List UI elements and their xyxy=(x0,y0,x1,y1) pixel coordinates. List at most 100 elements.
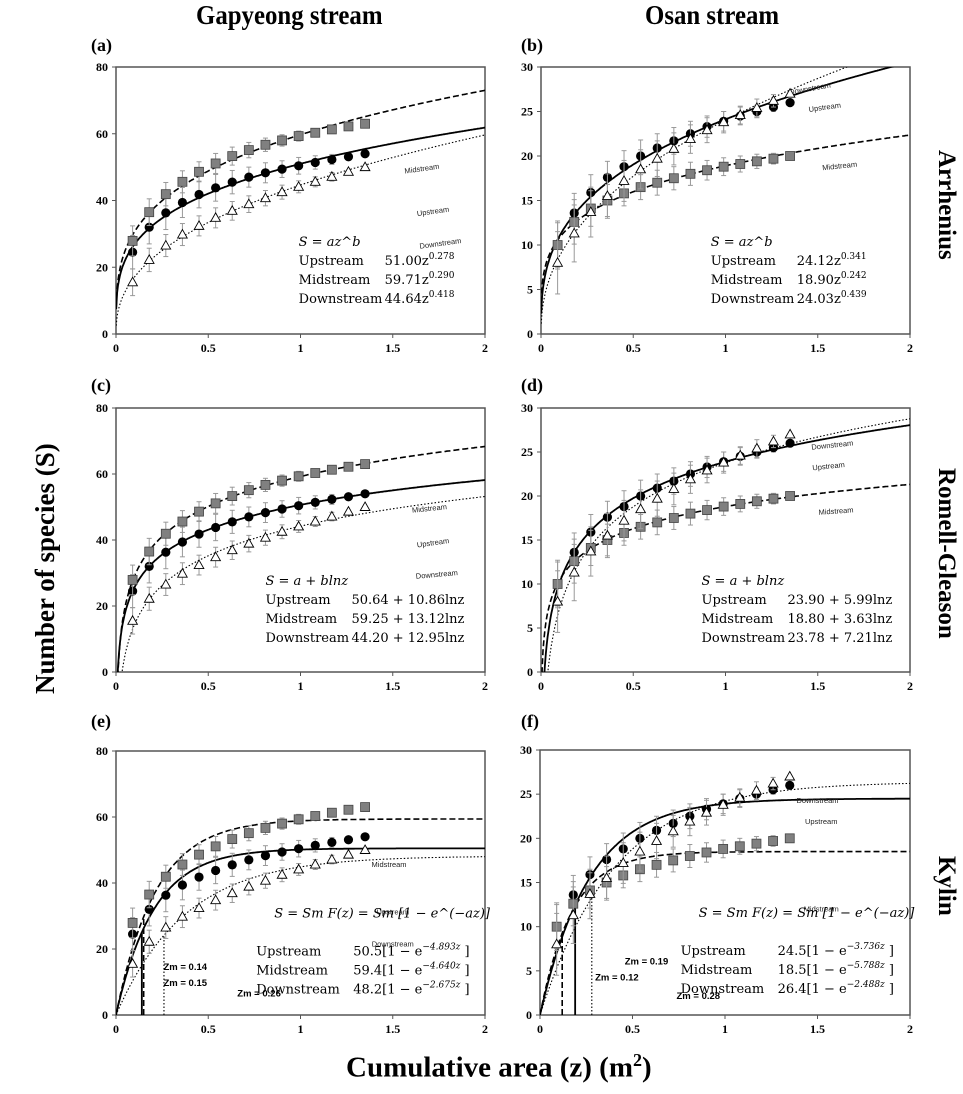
data-point-midstream xyxy=(210,158,221,169)
data-point-midstream xyxy=(652,177,663,188)
data-point-upstream xyxy=(177,197,188,208)
y-tick-label: 80 xyxy=(96,744,108,758)
data-point-downstream xyxy=(326,510,338,521)
data-point-upstream xyxy=(144,904,154,915)
equation-label-downstream: Downstream xyxy=(702,631,786,646)
data-point-downstream xyxy=(650,835,663,845)
data-point-downstream xyxy=(584,888,596,898)
data-point-midstream xyxy=(144,889,155,900)
equation-exponent: −2.675z xyxy=(422,980,460,990)
data-point-midstream xyxy=(260,479,271,490)
data-point-midstream xyxy=(160,189,171,200)
data-point-upstream xyxy=(260,851,271,861)
y-tick-label: 20 xyxy=(521,149,533,163)
x-tick-label: 0 xyxy=(538,341,544,355)
data-point-upstream xyxy=(310,157,320,168)
data-point-midstream xyxy=(293,131,304,141)
data-point-midstream xyxy=(160,871,171,882)
data-point-downstream xyxy=(601,872,613,883)
data-point-midstream xyxy=(310,127,321,138)
curve-label-midstream: Midstream xyxy=(804,905,839,914)
panel-letter: (d) xyxy=(521,375,543,396)
equation-value-downstream: 23.78 + 7.21lnz xyxy=(788,631,893,646)
data-point-midstream xyxy=(701,847,712,858)
equation-exponent: −5.788z xyxy=(847,961,885,971)
y-tick-label: 60 xyxy=(96,810,108,824)
equation-exponent: 0.290 xyxy=(429,271,455,281)
data-point-downstream xyxy=(567,909,579,920)
data-point-midstream xyxy=(293,471,304,482)
data-point-midstream xyxy=(243,145,254,156)
data-point-midstream xyxy=(651,859,662,870)
panel-b: (b) 0 5 10 15 20 25 30 0 0.5 1 1.5 2 Upstream Midstrea… xyxy=(521,35,913,355)
equation-label-upstream: Upstream xyxy=(256,944,321,959)
data-point-upstream xyxy=(177,537,188,547)
data-point-midstream xyxy=(210,841,221,852)
data-point-downstream xyxy=(734,791,746,802)
y-tick-label: 25 xyxy=(520,787,532,801)
data-point-midstream xyxy=(310,811,321,821)
data-point-upstream xyxy=(260,508,271,518)
equation-label-downstream: Downstream xyxy=(681,982,765,997)
data-point-midstream xyxy=(227,151,238,162)
data-point-midstream xyxy=(718,844,729,854)
equation-label-upstream: Upstream xyxy=(702,593,767,608)
zm-label: Zm = 0.28 xyxy=(677,991,721,1002)
equation-label-midstream: Midstream xyxy=(702,612,774,627)
equation-label-downstream: Downstream xyxy=(299,292,383,307)
curve-label-downstream: Downstream xyxy=(811,438,854,451)
data-point-upstream xyxy=(161,890,171,900)
series-downstream xyxy=(551,770,796,976)
data-point-downstream xyxy=(784,428,796,439)
curve-label-midstream: Midstream xyxy=(818,505,854,516)
data-point-downstream xyxy=(601,529,613,540)
data-point-upstream xyxy=(785,780,795,790)
x-tick-label: 1 xyxy=(298,341,304,355)
equation-close: ] xyxy=(460,982,469,997)
data-point-downstream xyxy=(176,228,188,239)
data-point-midstream xyxy=(277,135,287,146)
panel-f: (f) 0 5 10 15 20 25 30 0 0.5 1 1.5 2 Upstream Midstrea… xyxy=(520,711,915,1036)
data-point-upstream xyxy=(194,529,204,539)
y-tick-label: 25 xyxy=(521,445,533,459)
data-point-midstream xyxy=(768,493,779,504)
y-tick-label: 0 xyxy=(527,327,533,341)
data-point-midstream xyxy=(227,834,238,845)
y-tick-label: 80 xyxy=(96,60,108,74)
data-point-downstream xyxy=(717,798,729,809)
data-point-upstream xyxy=(327,837,337,848)
data-point-downstream xyxy=(243,880,255,891)
data-point-midstream xyxy=(735,159,746,169)
y-tick-label: 80 xyxy=(96,401,108,415)
data-point-upstream xyxy=(343,152,354,162)
y-tick-label: 0 xyxy=(526,1008,532,1022)
data-point-midstream xyxy=(160,528,171,539)
y-tick-label: 20 xyxy=(520,831,532,845)
equation-exponent: 0.418 xyxy=(429,290,455,300)
x-tick-label: 1 xyxy=(298,1022,304,1036)
panel-e: (e) 0 20 40 60 80 0 0.5 1 1.5 2 Upstream Midstream Do… xyxy=(91,711,491,1036)
data-point-upstream xyxy=(144,561,154,572)
data-point-downstream xyxy=(210,551,222,562)
data-point-downstream xyxy=(243,537,255,548)
zm-label: Zm = 0.15 xyxy=(163,978,207,989)
data-point-downstream xyxy=(309,175,321,186)
data-point-midstream xyxy=(277,475,287,486)
data-point-downstream xyxy=(127,614,139,625)
data-point-downstream xyxy=(160,921,172,932)
x-tick-label: 1.5 xyxy=(385,679,400,693)
data-point-midstream xyxy=(718,501,729,512)
data-point-upstream xyxy=(227,177,237,187)
data-point-upstream xyxy=(211,183,221,193)
equation-title: S = az^b xyxy=(299,235,361,250)
data-point-downstream xyxy=(176,567,188,578)
data-point-downstream xyxy=(309,858,321,869)
data-point-downstream xyxy=(734,109,746,120)
equation-value-upstream: 50.64 + 10.86lnz xyxy=(351,593,464,608)
data-point-downstream xyxy=(143,935,155,946)
y-tick-label: 60 xyxy=(96,127,108,141)
data-point-midstream xyxy=(326,124,337,135)
equation-label-midstream: Midstream xyxy=(681,963,753,978)
data-point-upstream xyxy=(244,512,254,522)
data-point-midstream xyxy=(210,498,221,509)
